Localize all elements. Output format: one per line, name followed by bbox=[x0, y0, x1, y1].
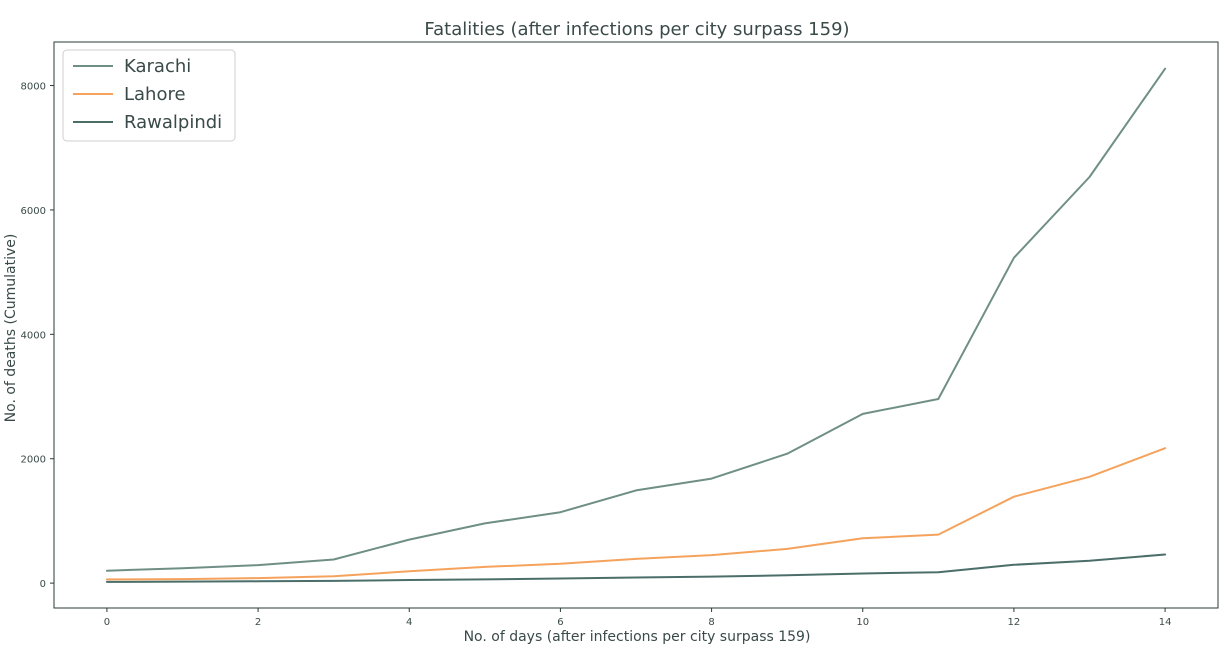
series-line-lahore bbox=[105, 447, 1167, 581]
y-tick-label: 4000 bbox=[21, 330, 46, 341]
x-tick-label: 10 bbox=[856, 617, 869, 628]
legend-label-karachi: Karachi bbox=[124, 56, 191, 77]
legend-box bbox=[62, 49, 236, 142]
series-line-rawalpindi bbox=[105, 553, 1167, 583]
x-tick-label: 6 bbox=[557, 617, 563, 628]
x-tick-label: 12 bbox=[1008, 617, 1021, 628]
y-tick-label: 6000 bbox=[21, 206, 46, 217]
y-axis-ticks: 0 2000 4000 6000 8000 bbox=[21, 82, 54, 590]
x-tick-label: 8 bbox=[708, 617, 714, 628]
y-tick-label: 2000 bbox=[21, 455, 46, 466]
legend: Karachi Lahore Rawalpindi bbox=[62, 49, 236, 142]
x-axis-ticks: 0 2 4 6 8 10 12 14 bbox=[104, 608, 1172, 628]
legend-items: Karachi Lahore Rawalpindi bbox=[73, 56, 222, 133]
series-line-karachi bbox=[105, 67, 1167, 572]
x-tick-label: 14 bbox=[1159, 617, 1172, 628]
y-tick-label: 8000 bbox=[21, 82, 46, 93]
chart-title: Fatalities (after infections per city su… bbox=[424, 19, 849, 40]
y-axis-label: No. of deaths (Cumulative) bbox=[3, 234, 19, 423]
x-axis-label: No. of days (after infections per city s… bbox=[464, 629, 811, 645]
x-tick-label: 2 bbox=[255, 617, 261, 628]
plot-frame bbox=[53, 41, 1219, 609]
legend-label-rawalpindi: Rawalpindi bbox=[124, 112, 222, 133]
series-lines bbox=[105, 67, 1167, 583]
y-tick-label: 0 bbox=[40, 579, 46, 590]
legend-label-lahore: Lahore bbox=[124, 84, 186, 105]
x-tick-label: 0 bbox=[104, 617, 110, 628]
x-tick-label: 4 bbox=[406, 617, 412, 628]
